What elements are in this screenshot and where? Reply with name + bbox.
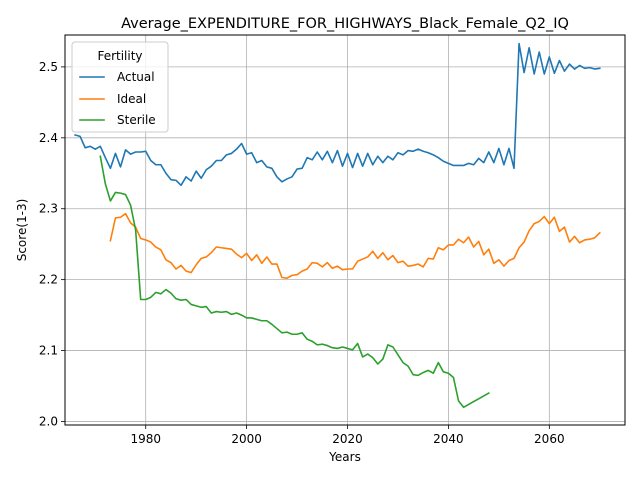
grid [65, 35, 625, 425]
x-axis-ticks: 1980 2000 2020 2040 2060 [130, 425, 565, 446]
x-tick-label: 2040 [433, 432, 464, 446]
y-tick-label: 2.2 [39, 273, 58, 287]
x-tick-label: 2000 [231, 432, 262, 446]
legend-label-sterile: Sterile [117, 113, 156, 127]
y-tick-label: 2.0 [39, 414, 58, 428]
y-tick-label: 2.1 [39, 344, 58, 358]
series-lines [74, 42, 601, 409]
legend: Fertility Actual Ideal Sterile [71, 41, 169, 133]
x-axis-label: Years [328, 450, 361, 464]
legend-label-actual: Actual [117, 70, 155, 84]
legend-box [71, 41, 169, 133]
series-line-ideal [109, 212, 601, 280]
y-tick-label: 2.4 [39, 131, 58, 145]
series-line-actual [74, 42, 601, 187]
y-tick-label: 2.3 [39, 202, 58, 216]
y-axis-label: Score(1-3) [15, 199, 29, 262]
y-axis-ticks: 2.0 2.1 2.2 2.3 2.4 2.5 [39, 60, 65, 428]
x-tick-label: 2060 [534, 432, 565, 446]
plot-frame [64, 34, 626, 426]
x-tick-label: 2020 [332, 432, 363, 446]
series-line-sterile [99, 155, 490, 409]
legend-title: Fertility [97, 49, 142, 63]
y-tick-label: 2.5 [39, 60, 58, 74]
x-tick-label: 1980 [130, 432, 161, 446]
chart-title: Average_EXPENDITURE_FOR_HIGHWAYS_Black_F… [121, 16, 569, 32]
legend-label-ideal: Ideal [117, 92, 146, 106]
